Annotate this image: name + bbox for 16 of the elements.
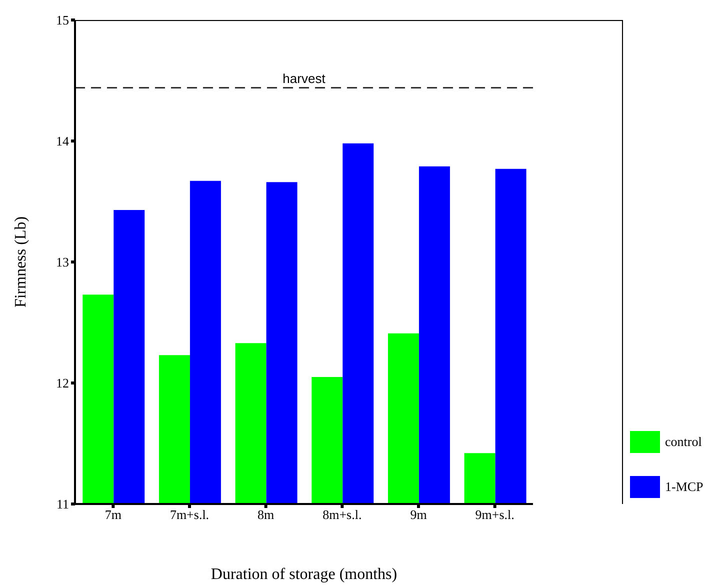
y-tick-label: 13 xyxy=(56,254,69,270)
x-tick-label: 8m+s.l. xyxy=(322,507,362,522)
y-tick-label: 14 xyxy=(56,134,70,149)
ref-line-label: harvest xyxy=(282,70,326,86)
legend-label: control xyxy=(665,434,702,450)
x-tick-label: 7m xyxy=(104,507,122,522)
y-tick-label: 12 xyxy=(56,376,69,391)
legend-label: 1-MCP xyxy=(665,478,704,494)
x-tick-label: 8m xyxy=(258,507,274,522)
x-tick-label: 7m+s.l. xyxy=(170,507,210,522)
x-tick-label: 9m xyxy=(410,507,427,522)
x-axis-title: Duration of storage (months) xyxy=(210,566,398,583)
y-tick-label: 15 xyxy=(56,12,69,28)
x-tick-label: 9m+s.l. xyxy=(475,507,514,522)
y-tick-label: 11 xyxy=(56,496,69,512)
y-axis-title: Firmness (Lb) xyxy=(12,216,30,308)
